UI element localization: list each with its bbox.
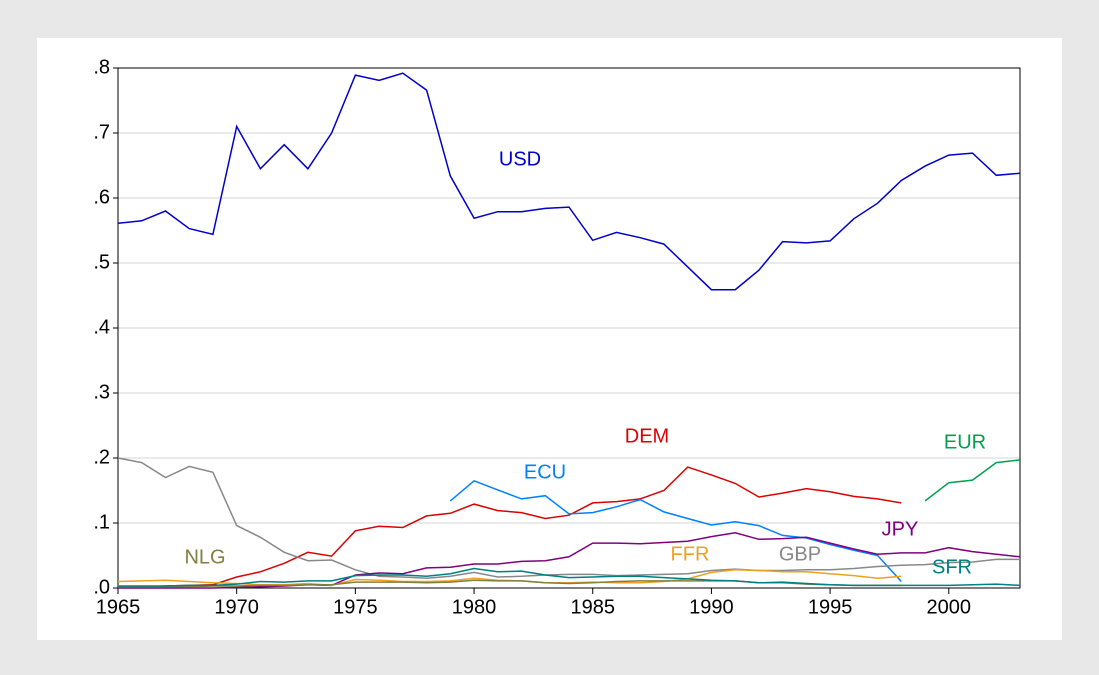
series-label: NLG <box>184 546 225 568</box>
y-tick-label: .6 <box>93 186 110 208</box>
series-label: EUR <box>944 431 986 453</box>
series-label: ECU <box>524 461 566 483</box>
series-label: FFR <box>671 543 710 565</box>
x-tick-label: 1965 <box>96 596 141 618</box>
series-label: GBP <box>779 543 821 565</box>
y-tick-label: .4 <box>93 316 110 338</box>
x-tick-label: 1995 <box>808 596 853 618</box>
plot-frame <box>117 67 1021 589</box>
series-label: DEM <box>625 425 669 447</box>
series-line <box>449 479 902 583</box>
y-tick-label: .7 <box>93 121 110 143</box>
series-label: JPY <box>882 518 919 540</box>
y-tick-label: .8 <box>93 56 110 78</box>
y-tick-label: .1 <box>93 511 110 533</box>
y-tick-label: .5 <box>93 251 110 273</box>
series-line <box>117 72 1021 291</box>
x-tick-label: 1990 <box>689 596 734 618</box>
series-label: USD <box>499 148 541 170</box>
x-tick-label: 1980 <box>452 596 497 618</box>
x-tick-label: 1985 <box>570 596 615 618</box>
y-tick-label: .0 <box>93 576 110 598</box>
series-line <box>117 457 1020 580</box>
series-line <box>118 532 1021 589</box>
panel <box>37 38 1062 640</box>
series-line <box>118 567 1021 587</box>
series-line <box>924 459 1021 502</box>
y-tick-label: .2 <box>93 446 110 468</box>
series-label: SFR <box>932 556 972 578</box>
series-line <box>118 466 902 588</box>
x-tick-label: 2000 <box>927 596 972 618</box>
x-tick-label: 1975 <box>333 596 378 618</box>
x-tick-label: 1970 <box>214 596 259 618</box>
y-tick-label: .3 <box>93 381 110 403</box>
